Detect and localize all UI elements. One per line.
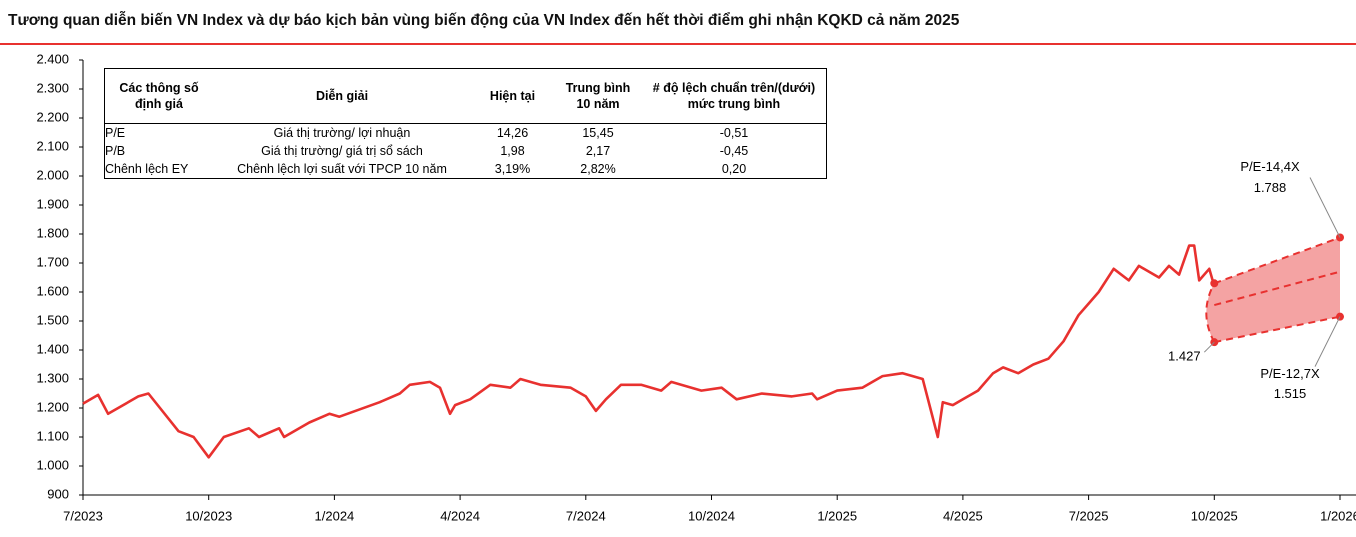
projection-upper: [1213, 236, 1341, 285]
x-tick-label: 1/2024: [315, 508, 355, 523]
table-cell: -0,45: [719, 144, 749, 158]
annotation-value: 1.788: [1254, 180, 1287, 195]
y-tick-label: 900: [47, 486, 69, 501]
table-cell: 14,26: [496, 126, 529, 140]
y-tick-label: 1.200: [36, 399, 69, 414]
series-line: [82, 244, 1216, 459]
x-tick-label: 4/2024: [440, 508, 480, 523]
annotation-label: P/E-14,4X: [1240, 159, 1300, 174]
projection-lower: [1214, 315, 1341, 344]
valuation-table: Các thông số định giá Diễn giải Hiện tại Tr…: [104, 68, 827, 179]
y-tick-label: 1.100: [36, 428, 69, 443]
table-row: P/B Giá thị trường/ giá trị sổ sách 1,98 2,…: [105, 142, 827, 160]
y-tick-label: 2.300: [36, 80, 69, 95]
y-tick-label: 2.000: [36, 167, 69, 182]
x-tick-label: 7/2024: [566, 508, 606, 523]
table-row: Chênh lệch EY Chênh lệch lợi suất với TPC…: [105, 160, 827, 179]
projection-point: [1210, 279, 1219, 288]
table-cell: 0,20: [721, 162, 747, 176]
table-cell: -0,51: [719, 126, 749, 140]
y-tick-label: 1.600: [36, 283, 69, 298]
x-tick-label: 1/2026: [1320, 508, 1356, 523]
projection-middle: [1214, 270, 1341, 307]
table-header-cell: # độ lệch chuẩn trên/(dưới) mức trung bì…: [642, 68, 827, 124]
table-cell: 3,19%: [494, 162, 531, 176]
annotation-label: P/E-12,7X: [1260, 366, 1320, 381]
x-tick-label: 1/2025: [817, 508, 857, 523]
table-cell: 15,45: [582, 126, 614, 140]
y-tick-label: 2.100: [36, 138, 69, 153]
x-tick-label: 4/2025: [943, 508, 983, 523]
y-tick-label: 1.800: [36, 225, 69, 240]
table-header-cell: Các thông số định giá: [104, 68, 213, 124]
annotation-value: 1.515: [1274, 386, 1307, 401]
x-tick-label: 7/2025: [1069, 508, 1109, 523]
table-cell: P/E: [105, 126, 126, 140]
table-header: Các thông số định giá Diễn giải Hiện tại Tr…: [104, 68, 827, 124]
table-cell: Chênh lệch lợi suất với TPCP 10 năm: [237, 162, 447, 176]
y-tick-label: 2.200: [36, 109, 69, 124]
annotation-leader: [1203, 341, 1215, 353]
x-tick-label: 10/2025: [1191, 508, 1238, 523]
chart-title: Tương quan diễn biến VN Index và dự báo …: [8, 12, 960, 29]
y-tick-label: 1.300: [36, 370, 69, 385]
projection-left-edge: [1205, 282, 1216, 343]
x-tick-label: 7/2023: [63, 508, 103, 523]
table-cell: 2,82%: [580, 162, 616, 176]
table-cell: 1,98: [500, 144, 525, 158]
x-tick-label: 10/2023: [185, 508, 232, 523]
table-cell: Giá thị trường/ lợi nhuận: [273, 126, 411, 140]
table-header-cell: Diễn giải: [213, 68, 471, 124]
y-tick-label: 1.500: [36, 312, 69, 327]
y-tick-label: 1.700: [36, 254, 69, 269]
title-rule: [0, 43, 1356, 45]
table-cell: 2,17: [585, 144, 611, 158]
table-body: P/E Giá thị trường/ lợi nhuận 14,26 15,45 -0…: [105, 124, 827, 179]
annotation-leader: [1309, 177, 1341, 238]
annotation-value: 1.427: [1168, 349, 1201, 364]
table-cell: Chênh lệch EY: [105, 162, 189, 176]
table-cell: Giá thị trường/ giá trị sổ sách: [261, 144, 423, 158]
annotation-leader: [1314, 316, 1341, 367]
table-cell: P/B: [105, 144, 126, 158]
y-tick-label: 2.400: [36, 51, 69, 66]
table-header-cell: Hiện tại: [471, 68, 554, 124]
y-tick-label: 1.000: [36, 457, 69, 472]
table-header-cell: Trung bình 10 năm: [554, 68, 642, 124]
x-tick-label: 10/2024: [688, 508, 735, 523]
y-tick-label: 1.400: [36, 341, 69, 356]
y-tick-label: 1.900: [36, 196, 69, 211]
table-row: P/E Giá thị trường/ lợi nhuận 14,26 15,45 -0…: [105, 124, 827, 143]
